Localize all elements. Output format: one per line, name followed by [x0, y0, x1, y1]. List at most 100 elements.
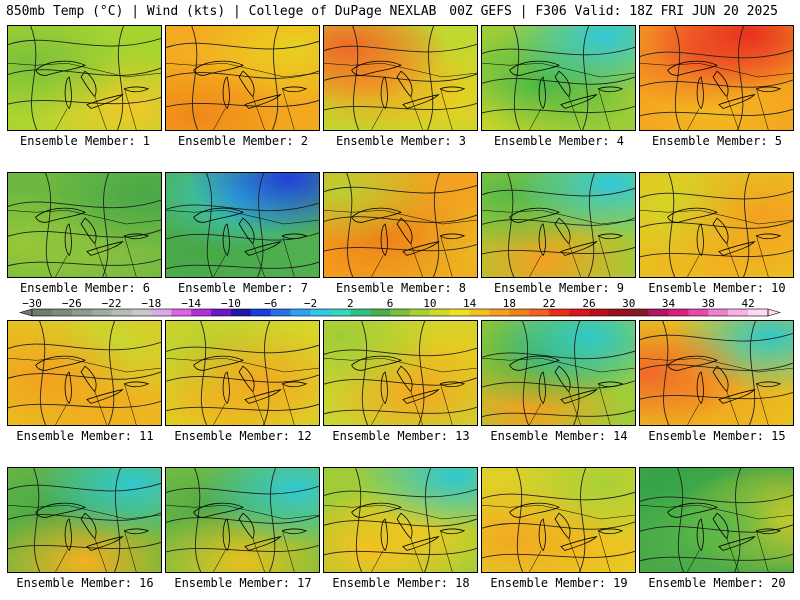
border-line: [756, 383, 769, 425]
height-contour: [166, 374, 319, 383]
lake-outline: [402, 94, 440, 109]
member-panel: [7, 320, 162, 426]
lake-outline: [696, 518, 704, 552]
height-contour: [8, 541, 161, 550]
lake-outline: [755, 86, 782, 93]
height-contour: [38, 321, 47, 425]
lake-outline: [554, 512, 571, 540]
border-line: [371, 108, 384, 130]
colorbar-swatch: [688, 309, 709, 316]
member-label: Ensemble Member: 14: [490, 429, 628, 443]
lake-outline: [222, 76, 230, 110]
colorbar-swatch: [390, 309, 411, 316]
height-contour: [515, 468, 524, 572]
height-contour: [166, 344, 319, 354]
height-contour: [44, 173, 53, 277]
colorbar-swatch: [529, 309, 550, 316]
member-map: [640, 173, 793, 277]
lake-outline: [222, 518, 230, 552]
lake-outline: [351, 60, 402, 76]
lake-outline: [696, 371, 704, 405]
border-line: [640, 358, 793, 373]
border-line: [410, 391, 423, 425]
lake-outline: [718, 389, 756, 404]
border-line: [756, 530, 769, 572]
lake-outline: [755, 233, 782, 240]
lake-outline: [439, 86, 466, 93]
member-map: [8, 173, 161, 277]
lake-outline: [718, 536, 756, 551]
lake-outline: [597, 528, 624, 535]
border-line: [371, 255, 384, 277]
colorbar-swatch: [310, 309, 331, 316]
border-line: [756, 88, 769, 130]
border-line: [94, 243, 107, 277]
height-contour: [482, 105, 635, 114]
colorbar-tick-label: 42: [741, 297, 755, 310]
height-contour: [482, 491, 635, 501]
border-line: [8, 505, 161, 520]
height-contour: [324, 406, 477, 415]
border-line: [687, 550, 700, 572]
height-contour: [640, 362, 793, 371]
colorbar-tick-label: 18: [502, 297, 517, 310]
height-contour: [193, 468, 202, 572]
member-map: [166, 321, 319, 425]
border-line: [55, 108, 68, 130]
lake-outline: [64, 371, 72, 405]
border-line: [94, 96, 107, 130]
member-map: [166, 468, 319, 572]
height-contour: [8, 341, 161, 351]
colorbar-frame: [31, 308, 769, 317]
lake-outline: [281, 528, 308, 535]
colorbar-swatch: [489, 309, 510, 316]
border-line: [726, 243, 739, 277]
lake-outline: [560, 536, 598, 551]
border-line: [410, 538, 423, 572]
lake-outline: [712, 512, 729, 540]
lake-outline: [439, 233, 466, 240]
member-map: [482, 26, 635, 130]
colorbar-swatch: [131, 309, 152, 316]
member-panel: [165, 467, 320, 573]
border-line: [598, 88, 611, 130]
colorbar-swatch: [230, 309, 252, 316]
lake-outline: [244, 94, 282, 109]
border-line: [124, 88, 137, 130]
height-contour: [324, 102, 477, 111]
colorbar-swatch: [588, 309, 610, 316]
border-line: [252, 243, 265, 277]
colorbar-swatch: [211, 309, 232, 316]
height-contour: [640, 190, 793, 200]
height-contour: [354, 468, 363, 572]
height-contour: [191, 26, 199, 130]
lake-outline: [509, 355, 560, 371]
height-contour: [482, 46, 635, 56]
colorbar-tick-label: −6: [264, 297, 278, 310]
lake-outline: [597, 381, 624, 388]
border-line: [529, 403, 542, 425]
member-panel: [639, 25, 794, 131]
lake-outline: [193, 502, 244, 518]
colorbar-tick-label: 10: [423, 297, 437, 310]
height-contour: [166, 40, 319, 50]
lake-outline: [238, 217, 255, 245]
border-line: [282, 530, 295, 572]
colorbar-tick-label: 26: [582, 297, 596, 310]
lake-outline: [696, 76, 704, 110]
border-line: [252, 96, 265, 130]
height-contour: [640, 79, 793, 88]
border-line: [568, 243, 581, 277]
colorbar-scale: [18, 308, 782, 317]
lake-outline: [597, 86, 624, 93]
height-contour: [256, 173, 265, 277]
lake-outline: [667, 355, 718, 371]
lake-outline: [560, 94, 598, 109]
height-contour: [482, 76, 635, 85]
lake-outline: [718, 241, 756, 256]
colorbar-swatch: [429, 309, 451, 316]
member-label: Ensemble Member: 7: [177, 281, 309, 295]
colorbar-tick-label: 34: [661, 297, 676, 310]
lake-outline: [281, 86, 308, 93]
border-line: [687, 255, 700, 277]
